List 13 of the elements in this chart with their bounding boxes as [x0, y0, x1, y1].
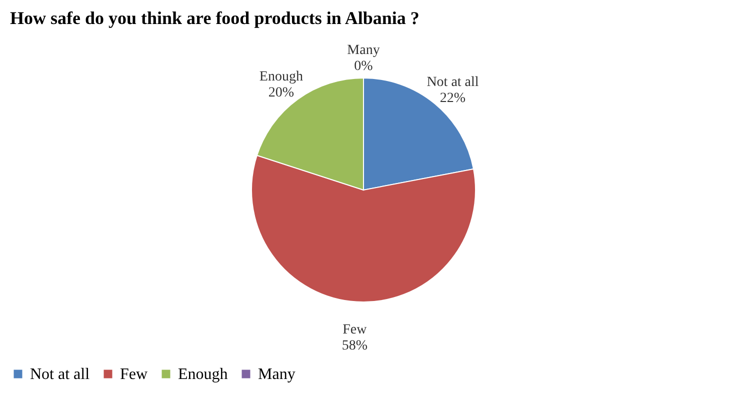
category-label: Many	[347, 43, 380, 58]
slice-label: Few	[342, 322, 368, 338]
legend-label: Many	[258, 366, 296, 383]
legend-label: Enough	[178, 366, 228, 383]
data-label: 58%	[342, 338, 368, 354]
text: 0%	[354, 59, 373, 74]
data-label: 22%	[440, 91, 466, 106]
legend-label: Few	[120, 366, 148, 383]
legend-label: Not at all	[30, 366, 90, 383]
chart-title: How safe do you think are food products in Albania ?	[10, 8, 420, 28]
slice-label: Enough	[259, 70, 303, 85]
slice-label: Not at all	[426, 75, 479, 90]
data-label: 20%	[268, 86, 294, 101]
